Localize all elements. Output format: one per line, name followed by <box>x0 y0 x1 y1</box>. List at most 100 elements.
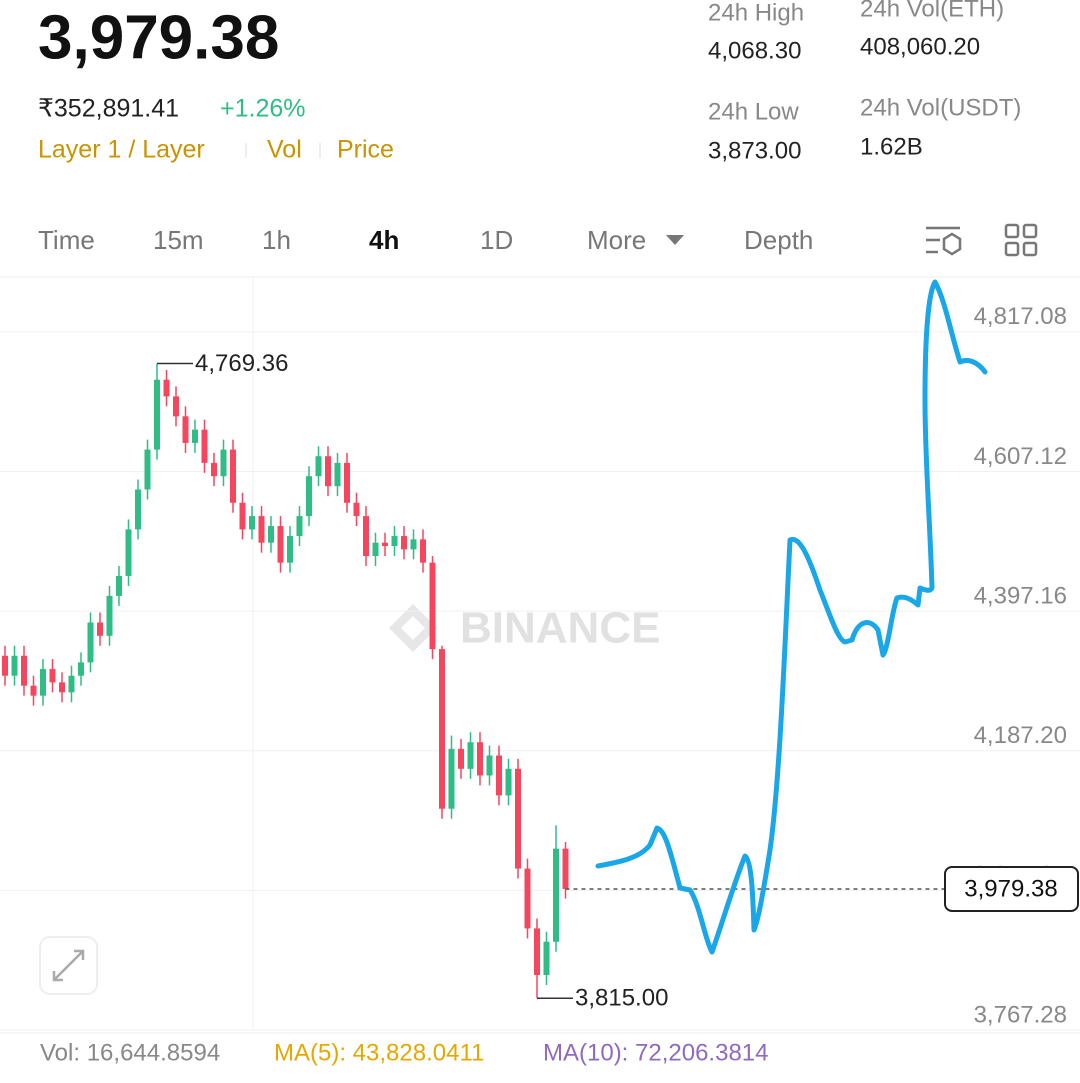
stat-label: 24h High <box>708 0 804 26</box>
candle-body <box>287 536 293 563</box>
layout-icon[interactable] <box>1004 223 1038 257</box>
candle-body <box>30 685 37 696</box>
tag[interactable]: Price <box>337 136 394 164</box>
tab[interactable]: 1h <box>262 225 291 255</box>
candle-body <box>182 416 189 443</box>
price: 3,979.38 <box>38 3 279 72</box>
candle-body <box>553 848 559 942</box>
candle-body <box>97 622 103 636</box>
candle-body <box>201 429 208 463</box>
candle-body <box>439 649 445 809</box>
candle-body <box>135 489 141 530</box>
candle-body <box>524 868 531 929</box>
y-tick-label: 4,817.08 <box>974 303 1067 330</box>
tag[interactable]: Vol <box>267 136 302 164</box>
candle-body <box>505 768 512 796</box>
candle-body <box>163 379 170 397</box>
candle-body <box>334 462 341 487</box>
candle-body <box>68 675 75 693</box>
candle-body <box>258 516 265 543</box>
candle-body <box>78 662 84 676</box>
tab[interactable]: 1D <box>480 225 513 255</box>
candle-body <box>40 669 46 696</box>
candle-body <box>315 456 322 477</box>
candle-body <box>192 429 198 443</box>
y-tick-label: 3,767.28 <box>974 1001 1067 1028</box>
fiat-price: ₹352,891.41 <box>38 95 179 123</box>
candle-body <box>401 536 407 550</box>
y-tick-label: 4,607.12 <box>974 443 1067 470</box>
tab[interactable]: More <box>587 225 646 255</box>
annotation-label: 4,769.36 <box>195 350 288 377</box>
watermark-text: BINANCE <box>460 604 660 653</box>
candle-body <box>296 516 303 537</box>
stat-label: 24h Vol(USDT) <box>860 94 1021 121</box>
stat-value: 3,873.00 <box>708 137 801 164</box>
candle-body <box>382 542 388 547</box>
volume: Vol: 16,644.8594 <box>40 1039 220 1066</box>
candle-body <box>173 396 179 417</box>
candle-body <box>486 755 493 776</box>
candle-body <box>239 502 246 530</box>
candle-body <box>106 595 113 636</box>
ma5: MA(5): 43,828.0411 <box>274 1039 484 1066</box>
candle-body <box>211 462 217 477</box>
candle-body <box>21 655 27 686</box>
candle-body <box>363 516 369 556</box>
dropdown-arrow[interactable] <box>666 235 684 245</box>
candle-body <box>11 655 18 676</box>
tab[interactable]: 15m <box>153 225 204 255</box>
candle-body <box>268 526 274 543</box>
candle-body <box>458 748 464 769</box>
change: +1.26% <box>220 95 306 123</box>
stat-value: 408,060.20 <box>860 33 980 60</box>
stat-value: 1.62B <box>860 133 923 160</box>
candle-body <box>515 768 521 869</box>
candle-body <box>154 379 160 450</box>
candle-body <box>353 502 360 517</box>
candle-body <box>477 742 483 776</box>
candle-body <box>448 748 455 809</box>
expand-icon[interactable] <box>52 949 85 982</box>
candle-body <box>49 669 56 683</box>
y-tick-label: 4,187.20 <box>974 722 1067 749</box>
candle-body <box>420 539 426 563</box>
last-price-label: 3,979.38 <box>964 875 1057 902</box>
candle-body <box>220 449 227 477</box>
candle-body <box>562 848 569 889</box>
watermark: BINANCE <box>389 604 660 653</box>
candle-body <box>277 526 284 563</box>
last-price-box <box>944 865 1079 912</box>
hand-drawn-line <box>595 279 988 955</box>
annotation-label: 3,815.00 <box>575 985 668 1012</box>
tab-active[interactable]: 4h <box>369 225 399 255</box>
stat-label: 24h Vol(ETH) <box>860 0 1004 22</box>
candle-body <box>429 562 436 650</box>
candle-body <box>87 622 94 663</box>
ma10: MA(10): 72,206.3814 <box>543 1039 768 1066</box>
tag[interactable]: Layer 1 / Layer <box>38 136 205 164</box>
candle-body <box>391 536 398 547</box>
candle-body <box>534 928 540 975</box>
candle-body <box>249 516 255 530</box>
candle-body <box>2 655 8 676</box>
candle-body <box>325 456 331 487</box>
stat-label: 24h Low <box>708 98 799 125</box>
tab[interactable]: Depth <box>744 225 813 255</box>
candle-body <box>496 755 502 796</box>
settings-icon[interactable] <box>926 226 962 256</box>
candle-body <box>59 682 65 693</box>
candle-body <box>372 542 379 556</box>
candle-body <box>230 449 236 503</box>
candle-body <box>306 476 312 517</box>
stat-value: 4,068.30 <box>708 37 801 64</box>
candle-body <box>125 529 132 576</box>
tab[interactable]: Time <box>38 225 95 255</box>
plot: 4,817.084,607.124,397.164,187.203,977.24… <box>0 303 1080 1031</box>
candle-body <box>543 941 550 975</box>
candle-body <box>344 462 350 503</box>
candle-body <box>467 742 474 769</box>
candle-body <box>144 449 151 490</box>
